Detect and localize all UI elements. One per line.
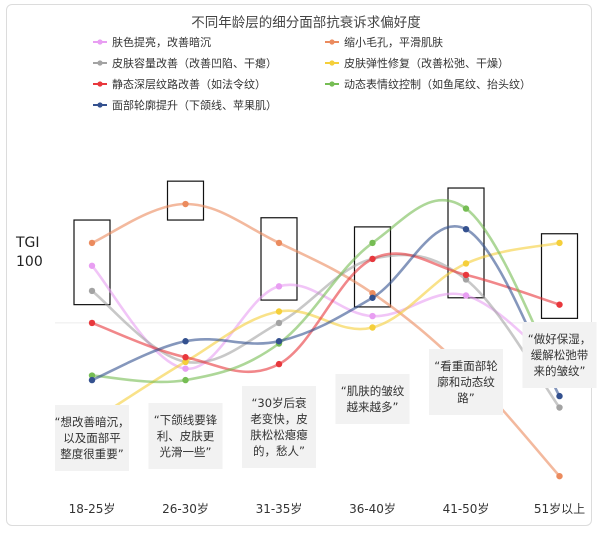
x-tick-label-2: 31-35岁 [256, 501, 303, 516]
x-tick-label-1: 26-30岁 [162, 501, 209, 516]
legend-label-1: 缩小毛孔，平滑肌肤 [344, 35, 443, 49]
series-line-2 [90, 253, 561, 409]
highlight-box-2 [260, 217, 298, 301]
annotation-5-line-2: 来的皱纹” [534, 364, 586, 378]
series-4-point-1 [182, 354, 189, 361]
annotation-0-line-1: 以及面部平 [63, 431, 121, 445]
series-2-point-2 [275, 319, 283, 327]
series-5-point-1 [182, 376, 189, 384]
chart-title: 不同年龄层的细分面部抗衰诉求偏好度 [191, 14, 421, 31]
series-4-point-4 [462, 271, 470, 279]
series-6-point-4 [462, 225, 470, 233]
legend-marker-3 [329, 60, 335, 66]
annotation-2-line-0: “30岁后衰 [251, 396, 307, 410]
annotation-3-line-0: “肌肤的皱纹 [341, 384, 405, 398]
annotation-5-line-1: 缓解松弛带 [531, 348, 589, 362]
annotation-0-line-0: “想改善暗沉， [55, 415, 130, 429]
series-0-point-2 [275, 283, 283, 290]
series-6-point-3 [369, 294, 376, 301]
series-1-point-5 [556, 472, 563, 480]
annotation-2-line-3: 的，愁人” [253, 444, 305, 458]
legend-marker-1 [329, 39, 335, 45]
annotation-1-line-0: “下颌线要锋 [154, 413, 218, 427]
annotation-box-4 [429, 349, 503, 415]
annotation-5-line-0: “做好保湿， [528, 332, 591, 346]
series-1-point-0 [88, 239, 96, 247]
series-1-point-3 [369, 290, 376, 297]
series-6-point-2 [275, 338, 283, 345]
highlight-box-5 [540, 233, 579, 319]
series-3-point-3 [369, 324, 376, 331]
highlight-box-1 [166, 180, 205, 221]
series-5-point-0 [88, 372, 96, 379]
legend-marker-5 [329, 81, 335, 87]
annotation-1-line-2: 光滑一些” [160, 445, 212, 459]
series-line-0 [90, 264, 561, 371]
series-3-point-1 [182, 358, 189, 366]
reference-value-label: 100 [16, 254, 43, 270]
annotation-0-line-2: 整度很重要” [60, 447, 123, 461]
x-axis: 18-25岁 26-30岁 31-35岁 36-40岁 41-50岁 51岁以上 [69, 501, 586, 516]
series-6-point-0 [88, 376, 96, 384]
annotation-2-line-2: 肤松松瘪瘪 [250, 428, 308, 442]
series-2-point-5 [556, 404, 563, 411]
highlight-box-0 [73, 219, 111, 306]
series-2-point-0 [88, 287, 96, 295]
series-4-point-3 [369, 255, 376, 263]
annotation-box-0 [55, 405, 129, 471]
series-lines [90, 198, 561, 478]
series-0-point-3 [369, 312, 376, 320]
series-1-point-1 [182, 200, 189, 208]
series-6-point-5 [556, 392, 563, 400]
series-3-point-4 [462, 260, 470, 267]
series-0-point-1 [182, 365, 189, 372]
annotation-box-5 [522, 322, 597, 388]
legend-marker-4 [97, 81, 103, 87]
legend-label-2: 皮肤容量改善（改善凹陷、干瘪） [112, 56, 277, 70]
x-tick-label-4: 41-50岁 [443, 501, 490, 516]
series-0-point-4 [462, 292, 470, 299]
series-2-point-4 [462, 276, 470, 283]
series-5-point-3 [369, 239, 376, 247]
legend-label-6: 面部轮廓提升（下颌线、苹果肌） [112, 98, 277, 112]
x-tick-label-0: 18-25岁 [69, 501, 116, 516]
x-tick-label-5: 51岁以上 [534, 501, 585, 516]
series-3-point-5 [556, 239, 563, 247]
legend-label-0: 肤色提亮，改善暗沉 [112, 35, 211, 49]
series-6-point-1 [182, 338, 189, 345]
legend-marker-0 [97, 39, 103, 45]
series-1-point-2 [275, 239, 283, 247]
annotation-box-3 [335, 374, 410, 424]
annotation-box-1 [148, 403, 223, 469]
series-4-point-2 [275, 360, 283, 368]
series-0-point-0 [88, 262, 96, 269]
annotation-4-line-2: 路” [457, 391, 474, 405]
annotation-4-line-1: 廓和动态纹 [437, 375, 495, 389]
annotation-3-line-1: 越来越多” [347, 400, 399, 414]
annotation-1-line-1: 利、皮肤更 [157, 429, 215, 443]
legend-label-3: 皮肤弹性修复（改善松弛、干燥） [344, 56, 509, 70]
series-4-point-5 [556, 301, 563, 308]
legend-marker-6 [97, 102, 103, 108]
legend-marker-2 [97, 60, 103, 66]
annotation-box-2 [242, 386, 316, 468]
x-tick-label-3: 36-40岁 [349, 501, 396, 516]
series-4-point-0 [88, 319, 96, 327]
legend-label-4: 静态深层纹路改善（如法令纹） [112, 77, 266, 91]
legend-label-5: 动态表情纹控制（如鱼尾纹、抬头纹） [344, 77, 531, 91]
highlight-boxes [73, 180, 579, 319]
series-3-point-2 [275, 308, 283, 315]
series-line-6 [90, 225, 561, 398]
series-5-point-4 [462, 205, 470, 212]
annotation-2-line-1: 老变快，皮 [250, 412, 308, 426]
annotation-4-line-0: “看重面部轮 [434, 359, 498, 373]
y-axis-label: TGI [15, 235, 40, 251]
